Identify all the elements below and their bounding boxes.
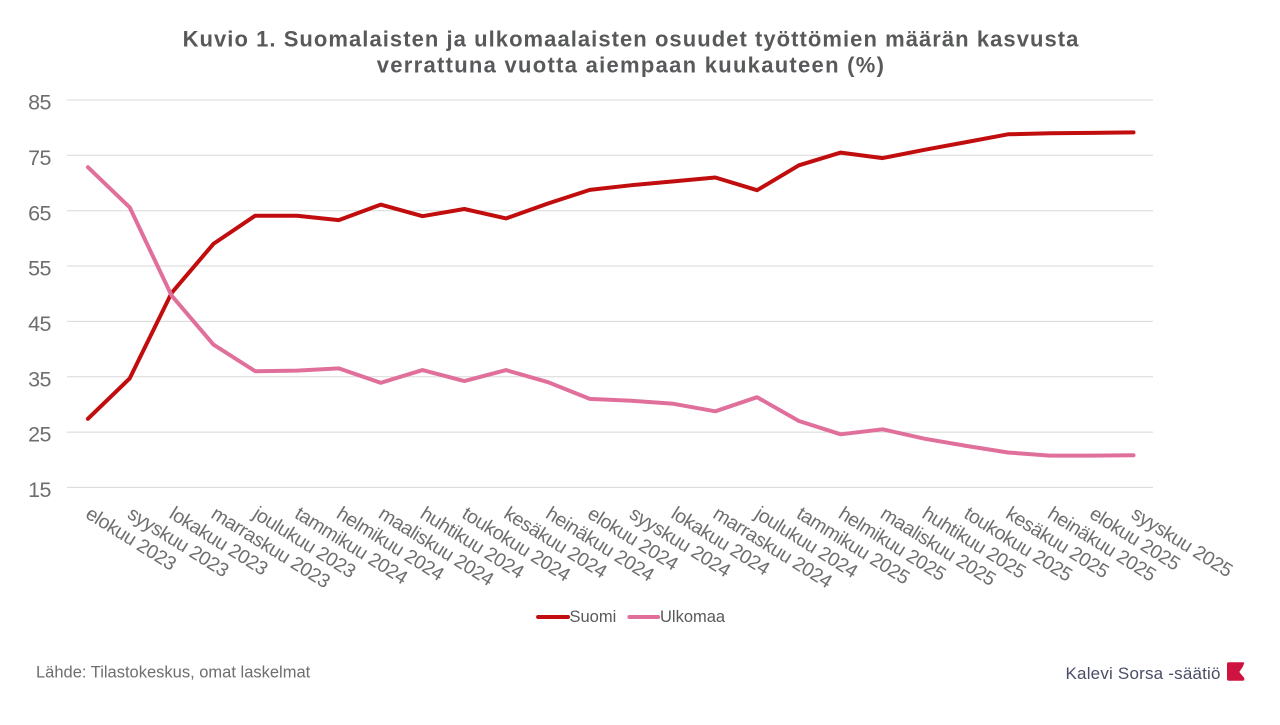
svg-text:verrattuna vuotta aiempaan kuu: verrattuna vuotta aiempaan kuukauteen (%… <box>377 53 886 78</box>
svg-text:85: 85 <box>28 91 51 115</box>
svg-text:35: 35 <box>28 367 51 391</box>
svg-text:75: 75 <box>28 146 51 170</box>
svg-text:Lähde: Tilastokeskus, omat las: Lähde: Tilastokeskus, omat laskelmat <box>36 663 311 681</box>
svg-text:15: 15 <box>28 478 51 502</box>
svg-text:Kalevi Sorsa -säätiö: Kalevi Sorsa -säätiö <box>1066 664 1221 683</box>
svg-text:25: 25 <box>28 423 51 447</box>
svg-text:55: 55 <box>28 257 51 281</box>
svg-text:Kuvio 1. Suomalaisten ja ulkom: Kuvio 1. Suomalaisten ja ulkomaalaisten … <box>183 26 1080 51</box>
svg-text:65: 65 <box>28 201 51 225</box>
svg-text:Ulkomaa: Ulkomaa <box>660 608 726 626</box>
svg-text:Suomi: Suomi <box>570 608 617 626</box>
svg-text:45: 45 <box>28 312 51 336</box>
